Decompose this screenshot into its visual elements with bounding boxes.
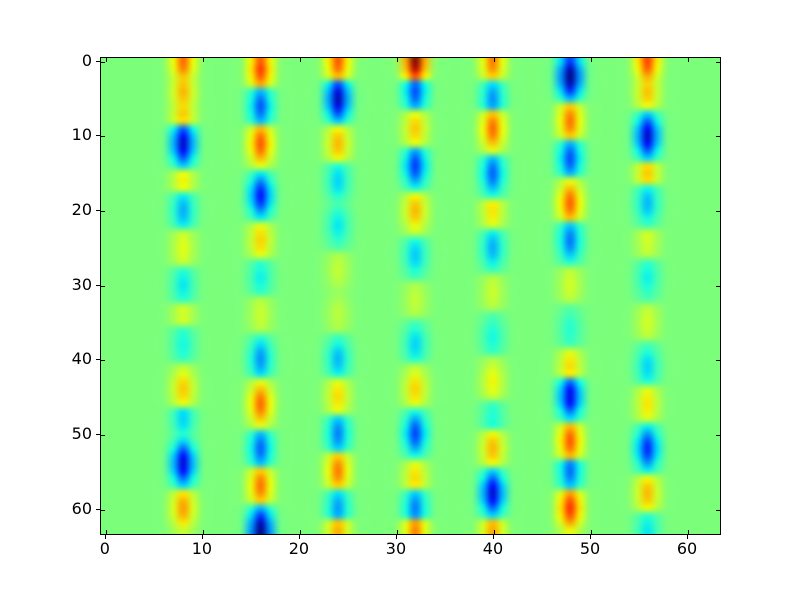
y-tick-left <box>101 136 105 138</box>
y-tick-left <box>101 285 105 287</box>
y-tick-left <box>101 61 105 63</box>
y-tick-label: 40 <box>71 349 92 369</box>
heatmap-image <box>101 58 720 534</box>
y-tick-outward <box>96 508 100 510</box>
x-tick-top <box>493 58 495 62</box>
y-tick-label: 60 <box>71 498 92 518</box>
y-tick-label: 20 <box>71 200 92 220</box>
y-tick-left <box>101 435 105 437</box>
y-tick-label: 0 <box>81 50 92 70</box>
x-tick-outward <box>687 535 689 539</box>
x-tick-label: 40 <box>482 539 504 558</box>
x-tick-outward <box>395 535 397 539</box>
x-tick-label: 10 <box>191 539 213 558</box>
y-tick-left <box>101 360 105 362</box>
y-tick-outward <box>96 210 100 212</box>
y-tick-right <box>716 509 720 511</box>
x-tick-top <box>688 58 690 62</box>
x-tick-outward <box>492 535 494 539</box>
x-tick-top <box>105 58 107 62</box>
y-tick-label: 10 <box>71 125 92 145</box>
x-tick-label: 20 <box>288 539 310 558</box>
y-tick-right <box>716 285 720 287</box>
y-tick-right <box>716 211 720 213</box>
x-tick-outward <box>104 535 106 539</box>
y-tick-right <box>716 136 720 138</box>
heatmap-axes <box>100 57 721 535</box>
x-tick-bottom <box>105 530 107 534</box>
x-tick-top <box>396 58 398 62</box>
x-tick-outward <box>590 535 591 539</box>
y-tick-left <box>101 211 105 213</box>
y-tick-outward <box>96 284 100 286</box>
x-tick-bottom <box>493 530 495 534</box>
y-tick-label: 50 <box>71 424 92 444</box>
x-tick-top <box>202 58 204 62</box>
x-tick-label: 50 <box>579 539 601 558</box>
y-tick-outward <box>96 60 100 62</box>
x-tick-label: 0 <box>99 539 110 558</box>
y-tick-outward <box>96 434 100 436</box>
y-tick-right <box>716 435 720 437</box>
x-tick-bottom <box>299 530 301 534</box>
y-tick-outward <box>96 135 100 137</box>
y-tick-left <box>101 509 105 511</box>
x-tick-top <box>591 58 592 62</box>
x-tick-bottom <box>591 530 592 534</box>
x-tick-bottom <box>688 530 690 534</box>
x-tick-bottom <box>202 530 204 534</box>
y-tick-right <box>716 61 720 63</box>
x-tick-outward <box>298 535 300 539</box>
x-tick-label: 30 <box>385 539 407 558</box>
x-tick-label: 60 <box>676 539 698 558</box>
y-tick-outward <box>96 359 100 361</box>
x-tick-bottom <box>396 530 398 534</box>
y-tick-right <box>716 360 720 362</box>
x-tick-top <box>299 58 301 62</box>
y-tick-label: 30 <box>71 274 92 294</box>
x-tick-outward <box>201 535 203 539</box>
